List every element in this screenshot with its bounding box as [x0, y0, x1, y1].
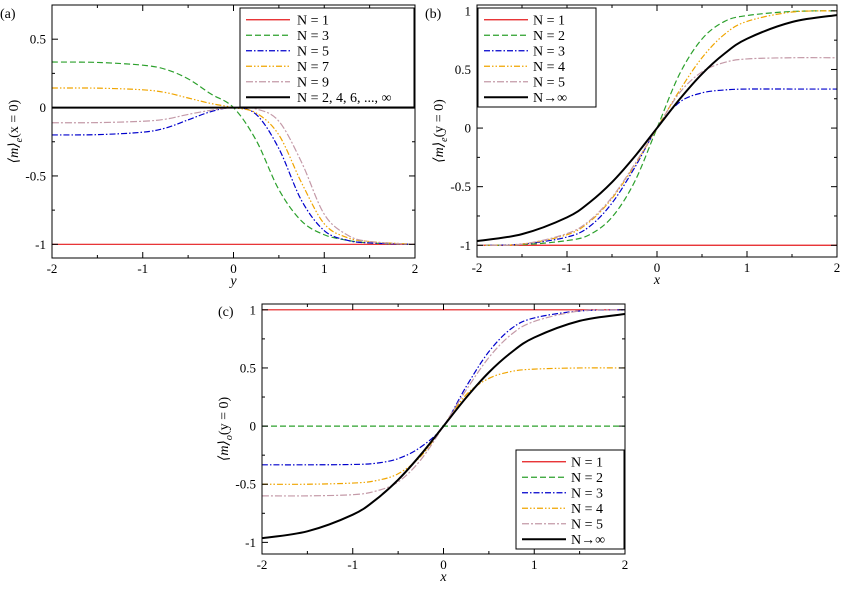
- series-line-a-3: [52, 87, 415, 245]
- x-tick-label: 2: [412, 261, 419, 276]
- y-tick-label: 0: [465, 121, 472, 136]
- y-axis-label-sub: e: [439, 137, 450, 142]
- series-group: [262, 309, 625, 540]
- panel-label: (c): [218, 305, 234, 320]
- panel-label: (b): [425, 7, 442, 22]
- legend-entry: N = 7: [297, 60, 329, 75]
- legend-entry: N = 5: [533, 75, 565, 90]
- legend-entry: N = 2, 4, 6, ..., ∞: [297, 91, 392, 106]
- series-group: [52, 61, 415, 245]
- series-line-c-5: [262, 313, 625, 540]
- x-tick-label: 0: [654, 260, 661, 275]
- legend-entry: N = 9: [297, 75, 329, 90]
- y-tick-label: 1: [465, 3, 472, 18]
- legend-entry: N = 2: [533, 29, 565, 44]
- legend-entry: N = 1: [533, 13, 565, 28]
- x-axis-label: y: [228, 274, 237, 289]
- y-axis-label-sub: e: [14, 137, 25, 142]
- x-tick-label: 2: [834, 260, 841, 275]
- series-line-a-2: [52, 106, 415, 245]
- x-tick-label: 0: [440, 557, 447, 572]
- series-line-b-4: [477, 57, 837, 246]
- legend-entry: N→∞: [571, 533, 605, 548]
- legend-entry: N = 3: [571, 486, 603, 501]
- x-tick-label: 1: [744, 260, 751, 275]
- panel-label: (a): [0, 7, 16, 22]
- legend-entry: N = 1: [571, 455, 603, 470]
- x-tick-label: 2: [622, 557, 629, 572]
- series-line-b-5: [477, 14, 837, 243]
- y-axis-label: ⟨m⟩e(x = 0): [7, 99, 25, 163]
- y-axis-label: ⟨m⟩o(y = 0): [217, 397, 235, 462]
- legend-entry: N = 1: [297, 13, 329, 28]
- series-line-c-2: [262, 309, 625, 466]
- x-tick-label: -2: [472, 260, 483, 275]
- y-tick-label: 0.5: [240, 360, 256, 375]
- y-tick-label: -0.5: [450, 179, 471, 194]
- y-tick-label: 0: [250, 419, 257, 434]
- legend-entry: N = 4: [571, 502, 603, 517]
- legend-entry: N = 3: [297, 29, 329, 44]
- legend-box: [515, 449, 625, 550]
- x-tick-label: -2: [257, 557, 268, 572]
- x-tick-label: 0: [230, 261, 237, 276]
- y-tick-label: 0: [40, 100, 47, 115]
- panel-a: -2 -1 0 1 2-1-0.500.5y⟨m⟩e(x = 0)N = 1N = 3N…: [0, 4, 419, 289]
- series-group: [477, 10, 837, 246]
- y-tick-label: 1: [250, 302, 257, 317]
- panel-b: -2 -1 0 1 2-1-0.500.51x⟨m⟩e(y = 0)N = 1N = 2…: [425, 3, 840, 288]
- legend-entry: N = 3: [533, 44, 565, 59]
- y-axis-label-tail: (y = 0): [432, 99, 447, 138]
- y-axis-label-main: ⟨m⟩: [7, 142, 22, 163]
- y-tick-label: -1: [245, 535, 256, 550]
- panel-c: -2 -1 0 1 2-1-0.500.51x⟨m⟩o(y = 0)N = 1N = 2…: [217, 302, 628, 585]
- x-axis-label: x: [439, 570, 447, 585]
- series-line-a-4: [52, 106, 415, 245]
- legend-box: [477, 7, 597, 108]
- y-axis-label-main: ⟨m⟩: [432, 142, 447, 163]
- x-tick-label: -1: [562, 260, 573, 275]
- y-tick-label: -0.5: [235, 477, 256, 492]
- series-line-b-1: [477, 10, 837, 246]
- y-tick-label: 0.5: [455, 62, 471, 77]
- y-axis-label: ⟨m⟩e(y = 0): [432, 99, 450, 163]
- y-tick-label: -1: [35, 237, 46, 252]
- x-tick-label: -2: [47, 261, 58, 276]
- legend-entry: N = 2: [571, 471, 603, 486]
- x-tick-label: -1: [137, 261, 148, 276]
- y-axis-label-tail: (y = 0): [217, 397, 232, 436]
- y-axis-label-main: ⟨m⟩: [217, 440, 232, 461]
- y-axis-label-sub: o: [224, 435, 235, 440]
- y-axis-label-tail: (x = 0): [7, 99, 22, 138]
- x-tick-label: -1: [347, 557, 358, 572]
- x-axis-label: x: [653, 273, 661, 288]
- legend-entry: N = 5: [571, 517, 603, 532]
- legend-entry: N→∞: [533, 91, 567, 106]
- y-tick-label: -0.5: [25, 168, 46, 183]
- y-tick-label: -1: [460, 238, 471, 253]
- series-line-b-2: [477, 88, 837, 246]
- x-tick-label: 1: [531, 557, 538, 572]
- legend-entry: N = 5: [297, 44, 329, 59]
- y-tick-label: 0.5: [30, 32, 46, 47]
- legend-entry: N = 4: [533, 60, 565, 75]
- x-tick-label: 1: [321, 261, 328, 276]
- legend-box: [239, 7, 415, 108]
